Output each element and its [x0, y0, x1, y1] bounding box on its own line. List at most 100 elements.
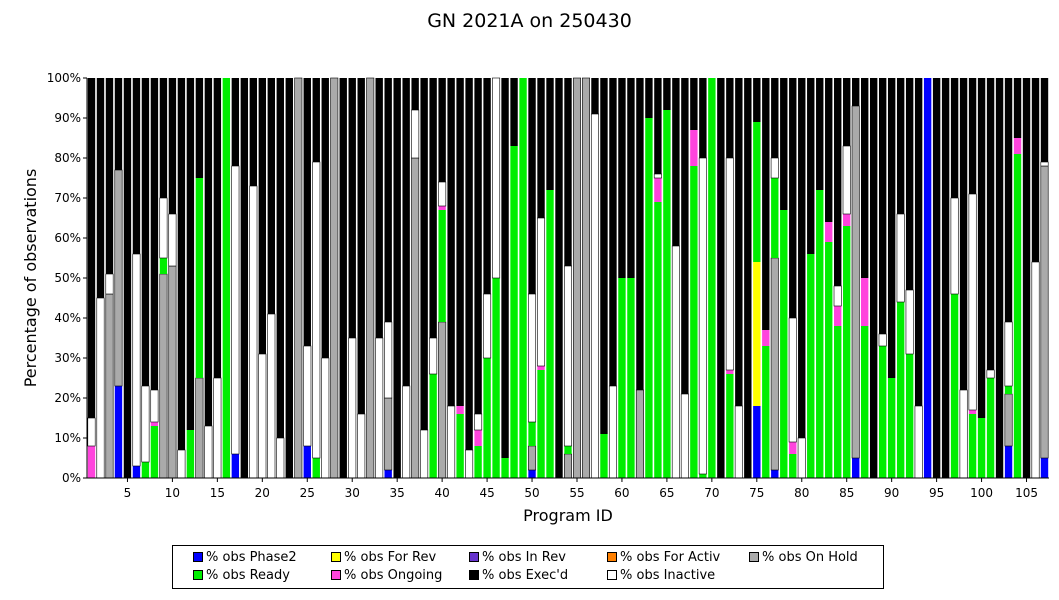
bar-segment-56-onhold: [581, 77, 590, 479]
bar-segment-48-ready: [510, 146, 518, 478]
bar-segment-9-execd: [159, 78, 168, 198]
bar-segment-106-execd: [1031, 78, 1040, 262]
bar-segment-64-inactive: [653, 173, 662, 179]
bar-segment-104-ready: [1013, 154, 1022, 478]
bar-segment-106-inactive: [1031, 261, 1040, 479]
legend-swatch: [469, 552, 479, 562]
y-tick-label: 0%: [62, 471, 81, 485]
bar-segment-23-execd: [285, 78, 293, 478]
stacked-bar-chart: 0% 10% 20% 30% 40% 50% 60% 70% 80% 90% 100% 5 10 15 20…: [21, 71, 1049, 525]
bar-segment-83-execd: [825, 78, 833, 222]
bar-segment-39-inactive: [429, 337, 438, 375]
bar-segment-60-ready: [618, 278, 626, 478]
x-tick-label: 90: [884, 486, 899, 500]
bar-segment-40-ongoing: [438, 206, 446, 210]
legend-item-forrev: % obs For Rev: [331, 549, 436, 567]
x-tick-label: 100: [970, 486, 993, 500]
bar-segment-107-phase2: [1040, 458, 1049, 478]
bar-segment-3-onhold: [105, 293, 114, 479]
legend-label: % obs Exec'd: [482, 568, 569, 583]
bar-segment-68-ongoing: [690, 130, 698, 166]
bar-segment-7-inactive: [141, 385, 150, 463]
bar-segment-17-phase2: [231, 454, 240, 478]
legend-swatch: [193, 570, 203, 580]
bar-segment-69-inactive: [698, 157, 707, 475]
bar-segment-27-inactive: [321, 357, 330, 479]
legend: % obs Phase2 % obs For Rev % obs In Rev % o…: [172, 545, 884, 589]
bar-segment-39-execd: [429, 78, 437, 338]
bar-segment-21-inactive: [267, 313, 276, 479]
bar-segment-77-onhold: [770, 257, 779, 471]
bar-segment-26-inactive: [312, 161, 321, 459]
bar-segment-59-execd: [609, 78, 617, 386]
bar-segment-34-inactive: [384, 321, 393, 399]
bar-segment-50-ready: [528, 422, 536, 446]
legend-item-phase2: % obs Phase2: [193, 549, 297, 567]
bar-segment-35-execd: [393, 78, 401, 478]
bar-segment-88-execd: [869, 78, 878, 478]
bar-segment-76-execd: [762, 78, 770, 330]
legend-swatch: [607, 552, 617, 562]
bar-segment-75-execd: [753, 78, 761, 122]
bar-segment-78-execd: [780, 78, 788, 210]
bar-segment-79-inactive: [788, 317, 797, 443]
bar-segment-69-execd: [699, 78, 707, 158]
bar-segment-4-phase2: [114, 386, 123, 478]
legend-item-foractiv: % obs For Activ: [607, 549, 720, 567]
bar-segment-99-ongoing: [968, 410, 977, 414]
legend-label: % obs Phase2: [206, 550, 297, 565]
bar-segment-101-execd: [986, 78, 995, 370]
bar-segment-20-inactive: [258, 353, 267, 479]
bar-segment-77-execd: [771, 78, 779, 158]
bar-segment-68-execd: [690, 78, 698, 130]
bar-segment-8-execd: [150, 78, 159, 390]
x-tick-label: 95: [929, 486, 944, 500]
bar-segment-41-execd: [447, 78, 455, 406]
legend-swatch: [193, 552, 203, 562]
bar-segment-51-ready: [537, 370, 545, 478]
bar-segment-91-ready: [896, 302, 905, 478]
bar-segment-37-onhold: [411, 157, 420, 479]
bar-segment-1-inactive: [87, 417, 96, 447]
bar-segment-89-execd: [878, 78, 887, 334]
legend-item-onhold: % obs On Hold: [749, 549, 858, 567]
bar-segment-87-ready: [861, 326, 869, 478]
x-tick-label: 105: [1015, 486, 1038, 500]
bar-segment-13-onhold: [195, 377, 204, 479]
legend-label: % obs Inactive: [620, 568, 716, 583]
bar-segment-98-execd: [959, 78, 968, 390]
bar-segment-64-ready: [654, 202, 662, 478]
bar-segment-44-ongoing: [474, 430, 482, 446]
bar-segment-57-inactive: [590, 113, 599, 479]
bar-segment-91-inactive: [896, 213, 905, 303]
legend-swatch: [749, 552, 759, 562]
bar-segment-63-execd: [645, 78, 653, 118]
bar-segment-45-inactive: [483, 293, 492, 359]
bar-segment-72-ready: [726, 374, 734, 478]
legend-label: % obs Ongoing: [344, 568, 443, 583]
bar-segment-97-ready: [950, 294, 959, 478]
legend-swatch: [331, 552, 341, 562]
bar-segment-79-ready: [789, 454, 797, 478]
x-tick-label: 65: [659, 486, 674, 500]
bar-segment-75-phase2: [753, 406, 761, 478]
bar-segment-40-ready: [438, 210, 446, 322]
bar-segment-7-ready: [141, 462, 150, 478]
x-tick-label: 25: [300, 486, 315, 500]
axes-layer: 0% 10% 20% 30% 40% 50% 60% 70% 80% 90% 100% 5 10 15 20…: [47, 71, 1049, 500]
bar-segment-26-ready: [312, 458, 320, 478]
bar-segment-51-execd: [537, 78, 545, 218]
y-tick-label: 80%: [54, 151, 81, 165]
bar-segment-3-execd: [105, 78, 114, 274]
bar-segment-90-ready: [887, 378, 896, 478]
bar-segment-81-ready: [807, 254, 815, 478]
legend-item-ongoing: % obs Ongoing: [331, 567, 442, 585]
bar-segment-65-ready: [663, 110, 671, 478]
bar-segment-107-onhold: [1040, 165, 1049, 459]
bar-segment-89-inactive: [878, 333, 887, 347]
bar-segment-43-execd: [465, 78, 473, 450]
bar-segment-38-inactive: [420, 429, 429, 479]
x-tick-label: 50: [524, 486, 539, 500]
bar-segment-96-execd: [941, 78, 950, 478]
bar-segment-90-execd: [887, 78, 896, 378]
